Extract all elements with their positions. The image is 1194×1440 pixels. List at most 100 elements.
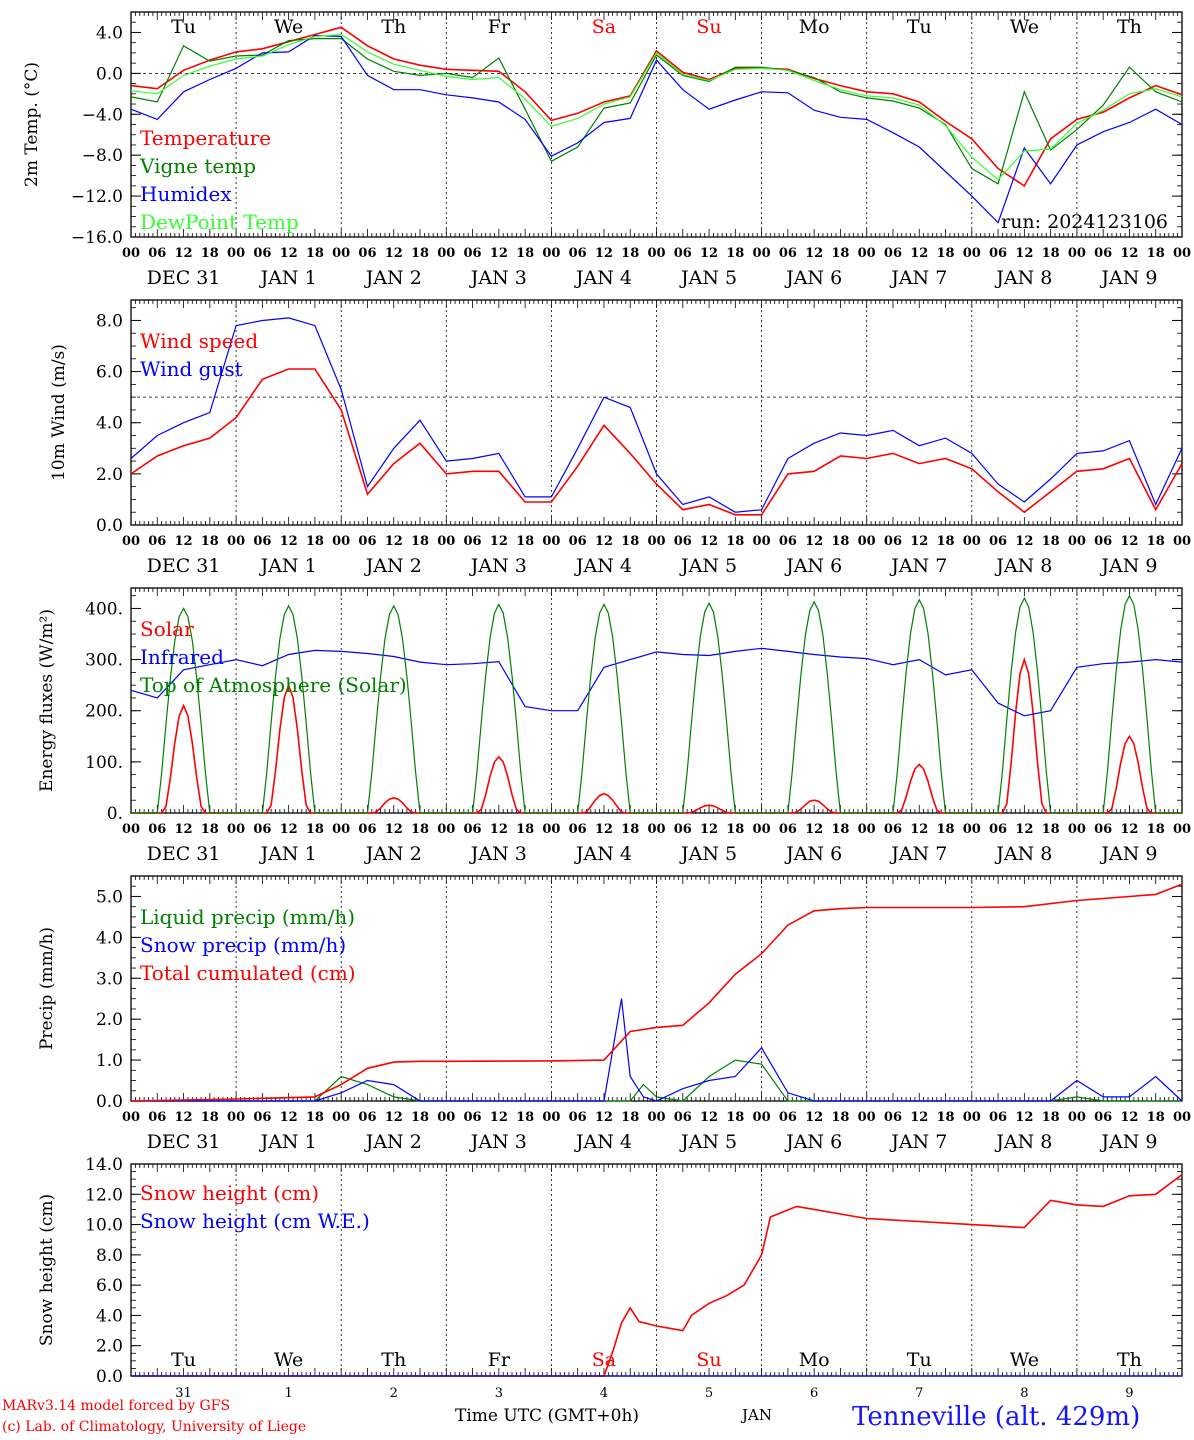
hour-tick-label: 00 <box>437 246 455 261</box>
hour-tick-label: 06 <box>674 246 692 261</box>
hour-tick-label: 18 <box>1147 246 1165 261</box>
weekday-label: Fr <box>488 1349 511 1371</box>
date-label: DEC 31 <box>147 555 221 577</box>
weekday-label: Su <box>696 1349 721 1371</box>
y-axis-label: Snow height (cm) <box>37 1194 57 1346</box>
hour-tick-label: 18 <box>306 1110 324 1125</box>
day-number-label: 4 <box>600 1386 608 1400</box>
y-tick-label: 2.0 <box>96 1010 123 1030</box>
y-tick-label: 300. <box>85 651 123 671</box>
weekday-label: We <box>1010 1349 1039 1371</box>
hour-tick-label: 00 <box>1068 822 1086 837</box>
date-label: JAN 8 <box>994 555 1052 577</box>
y-tick-label: 2.0 <box>96 1337 123 1357</box>
date-label: JAN 3 <box>469 555 527 577</box>
weekday-label: We <box>274 16 303 38</box>
hour-tick-label: 18 <box>516 822 534 837</box>
hour-tick-label: 06 <box>1094 1110 1112 1125</box>
hour-tick-label: 00 <box>1068 1110 1086 1125</box>
hour-tick-label: 06 <box>779 1110 797 1125</box>
hour-tick-label: 18 <box>936 534 954 549</box>
hour-tick-label: 18 <box>726 534 744 549</box>
date-label: JAN 1 <box>259 843 317 865</box>
footer-model-credit: MARv3.14 model forced by GFS <box>2 1398 231 1414</box>
hour-tick-label: 06 <box>253 822 271 837</box>
hour-tick-label: 18 <box>306 534 324 549</box>
hour-tick-label: 06 <box>464 534 482 549</box>
hour-tick-label: 00 <box>122 1110 140 1125</box>
y-tick-label: 4.0 <box>96 928 123 948</box>
date-label: JAN 7 <box>889 267 947 289</box>
hour-tick-label: 12 <box>805 246 823 261</box>
y-tick-label: 0.0 <box>96 1367 123 1387</box>
y-tick-label: −16.0 <box>71 228 123 248</box>
legend-entry: Vigne temp <box>139 154 256 178</box>
hour-tick-label: 12 <box>700 822 718 837</box>
panel-3 <box>130 587 1183 814</box>
hour-tick-label: 12 <box>1120 1110 1138 1125</box>
footer-time-axis-label: Time UTC (GMT+0h) <box>455 1406 640 1426</box>
run-label: run: 2024123106 <box>1001 211 1168 233</box>
hour-tick-label: 12 <box>595 822 613 837</box>
day-number-label: 6 <box>810 1386 818 1400</box>
hour-tick-label: 18 <box>516 1110 534 1125</box>
hour-tick-label: 00 <box>1173 1110 1191 1125</box>
date-label: JAN 4 <box>574 843 632 865</box>
hour-tick-label: 00 <box>1068 534 1086 549</box>
hour-tick-label: 00 <box>227 246 245 261</box>
hour-tick-label: 12 <box>175 246 193 261</box>
hour-tick-label: 18 <box>516 534 534 549</box>
y-tick-label: 3.0 <box>96 969 123 989</box>
hour-tick-label: 06 <box>253 246 271 261</box>
panel-5 <box>130 1163 1183 1377</box>
y-tick-label: 0.0 <box>96 516 123 536</box>
hour-tick-label: 00 <box>227 534 245 549</box>
hour-tick-label: 12 <box>910 822 928 837</box>
y-tick-label: 2.0 <box>96 465 123 485</box>
hour-tick-label: 18 <box>726 1110 744 1125</box>
date-label: JAN 7 <box>889 555 947 577</box>
hour-tick-label: 00 <box>332 246 350 261</box>
y-tick-label: 0. <box>107 804 123 824</box>
date-label: JAN 2 <box>364 267 422 289</box>
hour-tick-label: 18 <box>831 1110 849 1125</box>
hour-tick-label: 00 <box>963 1110 981 1125</box>
hour-tick-label: 06 <box>989 246 1007 261</box>
y-tick-label: −8.0 <box>82 146 123 166</box>
hour-tick-label: 12 <box>385 822 403 837</box>
day-number-label: 3 <box>495 1386 503 1400</box>
legend-entry: Snow precip (mm/h) <box>140 933 346 957</box>
y-axis-label: Precip (mm/h) <box>37 927 57 1050</box>
day-number-label: 2 <box>390 1386 398 1400</box>
hour-tick-label: 18 <box>621 1110 639 1125</box>
hour-tick-label: 00 <box>1173 822 1191 837</box>
hour-tick-label: 18 <box>411 822 429 837</box>
hour-tick-label: 18 <box>936 246 954 261</box>
hour-tick-label: 06 <box>464 822 482 837</box>
hour-tick-label: 18 <box>726 822 744 837</box>
legend-entry: Wind speed <box>140 329 258 353</box>
hour-tick-label: 00 <box>753 822 771 837</box>
weekday-label: Mo <box>799 16 830 38</box>
hour-tick-label: 12 <box>280 534 298 549</box>
date-label: JAN 5 <box>679 1131 737 1153</box>
y-tick-label: 0.0 <box>96 64 123 84</box>
hour-tick-label: 06 <box>779 822 797 837</box>
y-tick-label: 14.0 <box>85 1155 123 1175</box>
y-tick-label: 12.0 <box>85 1185 123 1205</box>
day-number-label: 7 <box>915 1386 923 1400</box>
date-label: JAN 3 <box>469 267 527 289</box>
meteogram: 4.0 0.0 −4.0 −8.0 −12.0 −16.0 2m Temp. (°C) 00 0… <box>22 11 1191 1400</box>
date-label: JAN 5 <box>679 267 737 289</box>
weekday-label: Sa <box>592 1349 616 1371</box>
hour-tick-label: 12 <box>805 822 823 837</box>
hour-tick-label: 12 <box>805 534 823 549</box>
hour-tick-label: 06 <box>464 246 482 261</box>
hour-tick-label: 06 <box>674 1110 692 1125</box>
hour-tick-label: 00 <box>647 1110 665 1125</box>
hour-tick-label: 18 <box>1147 822 1165 837</box>
day-number-label: 8 <box>1020 1386 1028 1400</box>
hour-tick-label: 18 <box>516 246 534 261</box>
hour-tick-label: 18 <box>306 246 324 261</box>
hour-tick-label: 12 <box>700 534 718 549</box>
